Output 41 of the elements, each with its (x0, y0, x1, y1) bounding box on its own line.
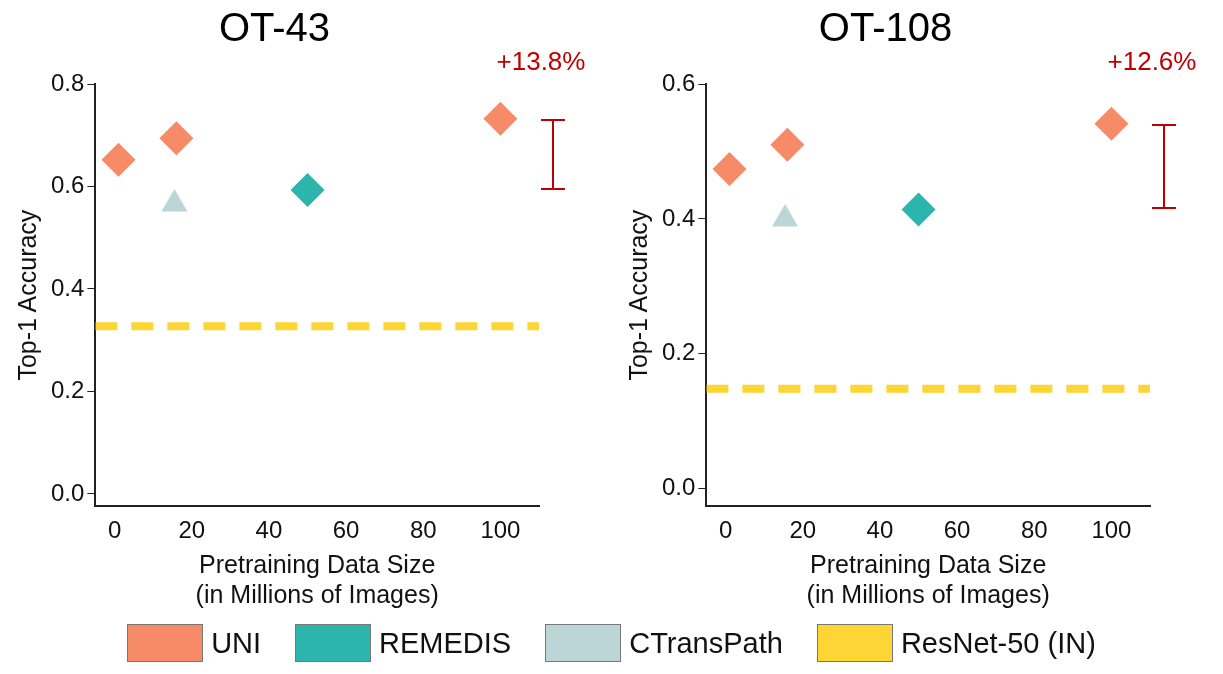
point (712, 151, 747, 186)
y-axis-title: Top-1 Accuracy (12, 209, 41, 381)
x-tick-label: 40 (866, 516, 894, 544)
y-tick-label: 0.4 (661, 203, 696, 231)
x-tick-label: 20 (178, 516, 206, 544)
x-tick-label: 40 (255, 516, 283, 544)
chart-title: OT-43 (218, 5, 331, 50)
x-tick-label: 80 (409, 516, 437, 544)
point (770, 127, 805, 162)
x-tick-label: 20 (789, 516, 817, 544)
y-tick-label: 0.0 (661, 473, 696, 501)
y-tick-label: 0.4 (50, 273, 85, 301)
x-tick-label: 80 (1020, 516, 1048, 544)
legend-label: ResNet-50 (IN) (900, 626, 1096, 660)
legend-label: REMEDIS (379, 626, 512, 660)
point (901, 192, 936, 227)
legend-label: CTransPath (629, 626, 783, 660)
x-tick-label: 100 (480, 516, 521, 544)
text: +12.6% (1107, 46, 1197, 77)
x-tick-label: 60 (943, 516, 971, 544)
x-tick-label: 60 (332, 516, 360, 544)
x-tick-label: 0 (718, 516, 733, 544)
chart-title: OT-108 (818, 5, 953, 50)
y-tick-label: 0.8 (50, 68, 85, 96)
point (1094, 106, 1129, 141)
y-axis-title: Top-1 Accuracy (623, 209, 652, 381)
y-tick-label: 0.6 (661, 68, 696, 96)
y-tick-label: 0.0 (50, 478, 85, 506)
legend-label: UNI (211, 626, 262, 660)
point (101, 142, 136, 177)
point (159, 121, 194, 156)
point (483, 101, 518, 136)
point (290, 173, 325, 208)
y-tick-label: 0.2 (661, 338, 696, 366)
y-tick-label: 0.2 (50, 376, 85, 404)
x-tick-label: 0 (107, 516, 122, 544)
x-tick-label: 100 (1091, 516, 1132, 544)
y-tick-label: 0.6 (50, 171, 85, 199)
x-axis-title: Pretraining Data Size (in Millions of Images) (195, 549, 439, 608)
x-axis-title: Pretraining Data Size (in Millions of Images) (806, 549, 1050, 608)
text: +13.8% (496, 46, 586, 77)
